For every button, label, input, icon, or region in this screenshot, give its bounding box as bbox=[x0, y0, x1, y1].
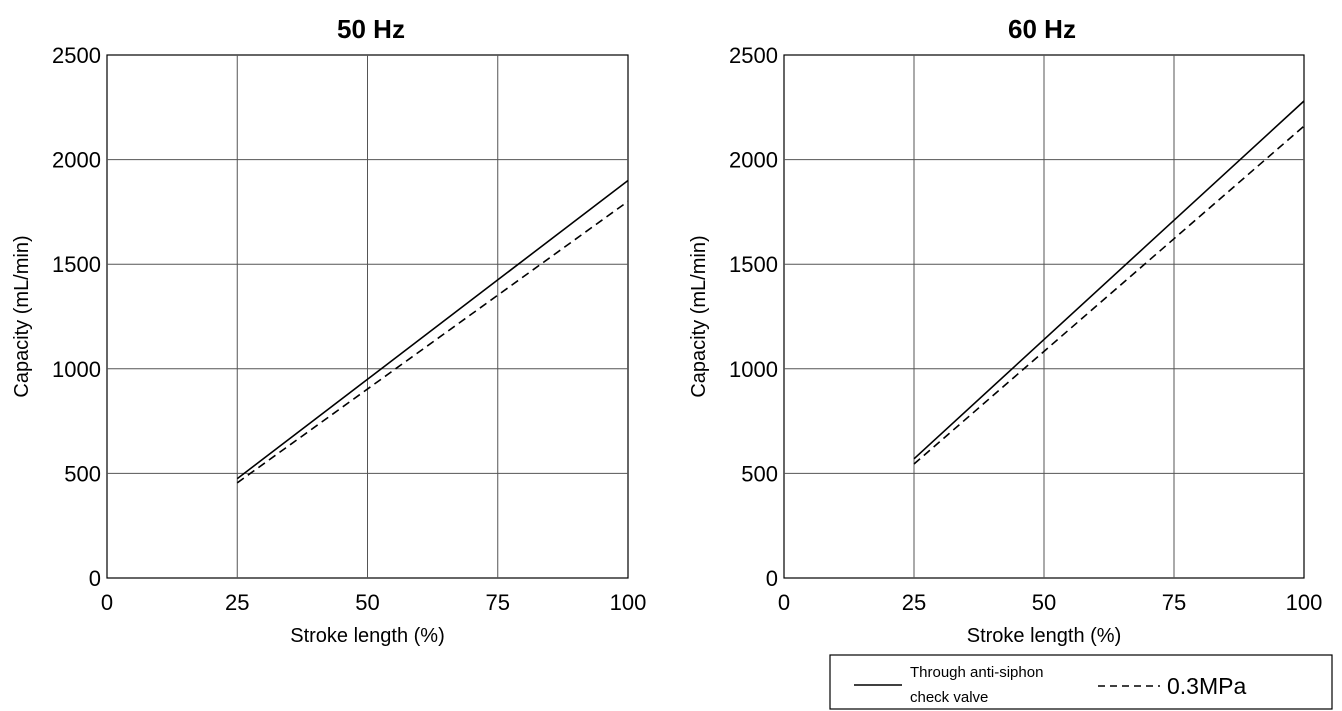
series-line-0-3mpa bbox=[236, 200, 629, 484]
legend: Through anti-siphon check valve 0.3MPa bbox=[829, 654, 1333, 710]
series-line-anti-siphon bbox=[913, 100, 1305, 460]
x-tick-label: 50 bbox=[355, 590, 379, 615]
y-tick-label: 2500 bbox=[729, 43, 778, 68]
x-tick-label: 50 bbox=[1032, 590, 1056, 615]
x-tick-label: 0 bbox=[101, 590, 113, 615]
chart-title: 50 Hz bbox=[337, 14, 405, 44]
x-axis-label: Stroke length (%) bbox=[290, 625, 445, 647]
legend-solid-label-line2: check valve bbox=[910, 689, 988, 706]
legend-box bbox=[829, 654, 1333, 710]
x-tick-label: 0 bbox=[778, 590, 790, 615]
y-tick-label: 1000 bbox=[729, 357, 778, 382]
chart-50hz: 50 Hz0 25 50 75 10005001000150020002500Strok… bbox=[11, 14, 646, 647]
series-line-anti-siphon bbox=[236, 179, 629, 480]
x-axis-label: Stroke length (%) bbox=[967, 625, 1122, 647]
y-tick-label: 1500 bbox=[52, 252, 101, 277]
x-tick-label: 100 bbox=[610, 590, 647, 615]
x-tick-label: 25 bbox=[902, 590, 926, 615]
chart-60hz: 60 Hz0 25 50 75 10005001000150020002500Strok… bbox=[688, 14, 1322, 647]
legend-solid-label-line1: Through anti-siphon bbox=[910, 664, 1043, 681]
y-tick-label: 2000 bbox=[52, 148, 101, 173]
y-tick-label: 0 bbox=[766, 566, 778, 591]
x-tick-label: 75 bbox=[1162, 590, 1186, 615]
y-tick-label: 1500 bbox=[729, 252, 778, 277]
chart-title: 60 Hz bbox=[1008, 14, 1076, 44]
y-tick-label: 1000 bbox=[52, 357, 101, 382]
x-tick-label: 25 bbox=[225, 590, 249, 615]
y-axis-label: Capacity (mL/min) bbox=[688, 235, 710, 397]
y-axis-label: Capacity (mL/min) bbox=[11, 235, 33, 397]
y-tick-label: 500 bbox=[741, 461, 778, 486]
y-tick-label: 2500 bbox=[52, 43, 101, 68]
x-tick-label: 100 bbox=[1286, 590, 1323, 615]
y-tick-label: 500 bbox=[64, 461, 101, 486]
y-tick-label: 0 bbox=[89, 566, 101, 591]
y-tick-label: 2000 bbox=[729, 148, 778, 173]
legend-dashed-label: 0.3MPa bbox=[1167, 673, 1246, 699]
series-line-0-3mpa bbox=[913, 125, 1305, 465]
x-tick-label: 75 bbox=[486, 590, 510, 615]
